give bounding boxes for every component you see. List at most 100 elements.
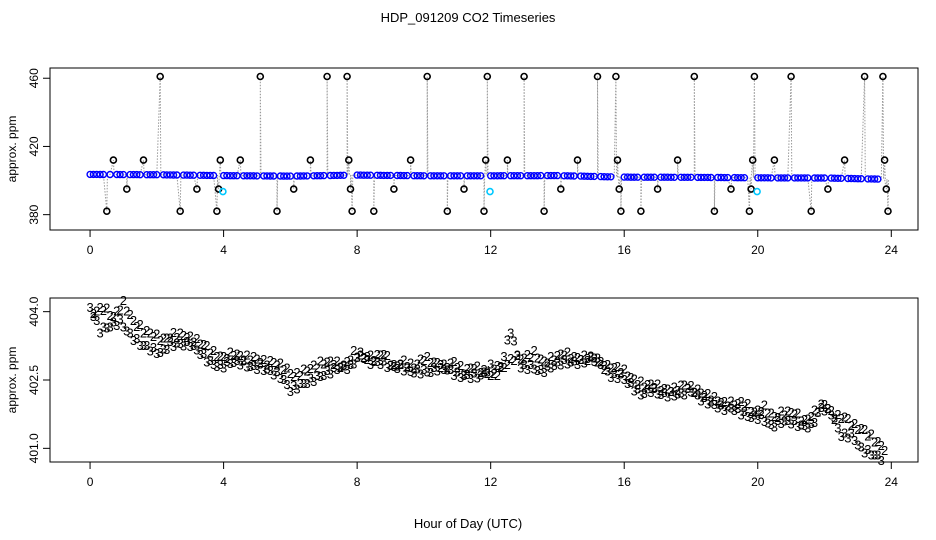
series-2-mark: 2	[697, 386, 704, 401]
series-3-mark: 3	[801, 418, 808, 433]
series-2-mark: 2	[581, 348, 588, 363]
trace-line-top	[90, 76, 890, 212]
series-2-mark: 2	[530, 343, 537, 358]
series-2-mark: 2	[717, 395, 724, 410]
series-2-mark: 2	[687, 378, 694, 393]
series-2-mark: 2	[457, 358, 464, 373]
data-point	[336, 171, 345, 180]
series-2-mark: 2	[147, 326, 154, 341]
x-tick-label: 16	[618, 243, 632, 257]
series-3-mark: 3	[253, 362, 260, 377]
series-2-mark: 2	[397, 357, 404, 372]
data-point	[386, 171, 395, 180]
series-3-mark: 3	[724, 399, 731, 414]
series-3-mark: 3	[237, 357, 244, 372]
data-point	[527, 171, 535, 180]
calibration-point	[653, 185, 662, 193]
series-2-mark: 2	[200, 337, 207, 352]
series-2-mark: 2	[751, 404, 758, 419]
series-2-mark: 2	[163, 331, 170, 346]
series-2-mark: 2	[794, 405, 801, 420]
series-2-mark: 2	[300, 362, 307, 377]
series-2-mark: 2	[136, 317, 143, 332]
series-2-mark: 2	[267, 353, 274, 368]
data-point	[219, 171, 228, 180]
series-2-mark: 2	[330, 357, 337, 372]
data-point	[500, 171, 508, 180]
series-3-mark: 3	[604, 364, 611, 379]
data-point	[363, 171, 371, 179]
series-3-mark: 3	[611, 366, 618, 381]
series-2-mark: 2	[140, 325, 147, 340]
x-tick-label: 20	[751, 243, 765, 257]
series-2-mark: 2	[641, 379, 648, 394]
series-3-mark: 3	[220, 361, 227, 376]
panel-bottom: approx. ppm 0 4 8 12 16 20 24 401.0 402.5 404.0 3…	[5, 293, 919, 489]
series-2-mark: 2	[747, 404, 754, 419]
series-3-mark: 3	[330, 360, 337, 375]
series-2-mark: 2	[407, 355, 414, 370]
data-point	[376, 171, 385, 180]
series-3-mark: 3	[674, 386, 681, 401]
series-2-mark: 2	[337, 360, 344, 375]
series-2-mark: 2	[527, 350, 534, 365]
series-2-mark: 2	[617, 365, 624, 380]
series-2-mark: 2	[874, 434, 881, 449]
series-3-mark: 3	[437, 357, 444, 372]
series-3-mark: 3	[243, 359, 250, 374]
series-3-mark: 3	[547, 361, 554, 376]
calibration-point	[443, 207, 452, 215]
series-2-mark: 2	[724, 399, 731, 414]
series-3-mark: 3	[464, 367, 471, 382]
calibration-point	[323, 72, 331, 81]
series-2-mark: 2	[430, 354, 437, 369]
data-point	[780, 174, 789, 182]
series-3-mark: 3	[417, 367, 424, 382]
series-2-mark: 2	[861, 422, 868, 437]
x-tick-label: 24	[885, 243, 899, 257]
x-axis-title: Hour of Day (UTC)	[414, 516, 522, 531]
series-3-mark: 3	[190, 338, 197, 353]
series-2-mark: 2	[871, 435, 878, 450]
series-3-mark: 3	[313, 368, 320, 383]
series-3-mark: 3	[133, 331, 140, 346]
series-2-mark: 2	[123, 304, 130, 319]
series-2-mark: 2	[814, 405, 821, 420]
data-point	[560, 172, 568, 180]
series-2-mark: 2	[250, 349, 257, 364]
series-3-mark: 3	[791, 413, 798, 428]
series-3-mark: 3	[684, 381, 691, 396]
series-2-mark: 2	[447, 355, 454, 370]
data-point	[870, 175, 879, 183]
data-point	[874, 175, 882, 183]
series-3-mark: 3	[484, 365, 491, 380]
series-2-mark: 2	[106, 308, 113, 323]
series-3-mark: 3	[96, 326, 103, 341]
series-2-mark: 2	[307, 361, 314, 376]
calibration-point	[273, 207, 281, 215]
series-2-mark: 2	[774, 410, 781, 425]
series-3-mark: 3	[687, 384, 694, 399]
series-3-mark: 3	[601, 358, 608, 373]
series-3-mark: 3	[761, 414, 768, 429]
series-2-mark: 2	[110, 309, 117, 324]
series-3-mark: 3	[624, 376, 631, 391]
series-2-mark: 2	[464, 361, 471, 376]
series-3-mark: 3	[808, 416, 815, 431]
series-2-mark: 2	[721, 394, 728, 409]
series-2-mark: 2	[517, 352, 524, 367]
series-2-mark: 2	[704, 386, 711, 401]
series-2-mark: 2	[474, 358, 481, 373]
series-3-mark: 3	[818, 400, 825, 415]
series-2-mark: 2	[878, 438, 885, 453]
calibration-point	[406, 156, 415, 164]
data-point	[857, 174, 865, 183]
series-3-mark: 3	[317, 369, 324, 384]
series-2-mark: 2	[217, 349, 224, 364]
series-2-mark: 2	[677, 378, 684, 393]
data-point	[714, 173, 722, 182]
series-2-mark: 2	[414, 357, 421, 372]
series-2-mark: 2	[370, 353, 377, 368]
series-2-mark: 2	[400, 353, 407, 368]
series-2-mark: 2	[734, 396, 741, 411]
